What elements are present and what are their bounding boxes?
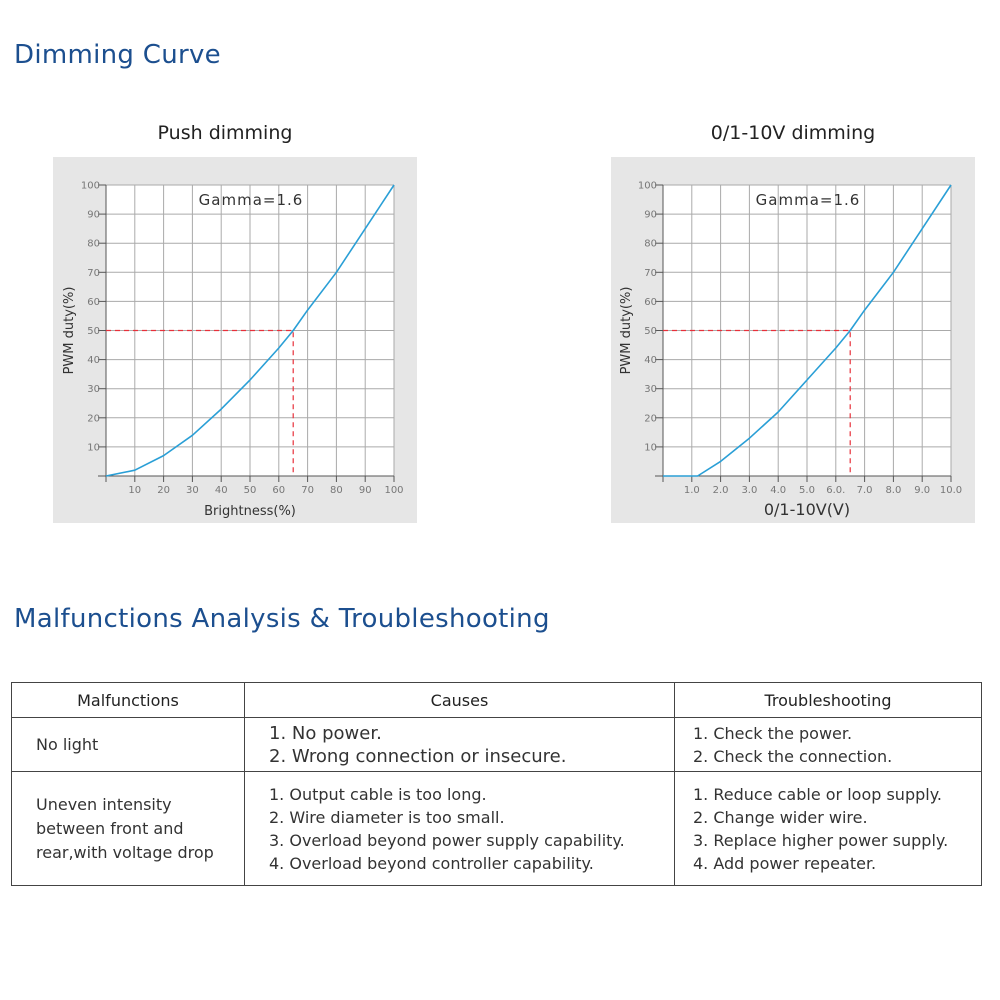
y-tick-label: 30 [87, 384, 100, 395]
fixes-cell: 1. Check the power. 2. Check the connecti… [674, 717, 982, 772]
dimming-curve-heading: Dimming Curve [14, 40, 221, 70]
x-tick-label: 90 [359, 485, 372, 496]
causes-cell: 1. Output cable is too long. 2. Wire diam… [244, 771, 675, 886]
malfunction-cell: No light [11, 717, 245, 772]
fix-line: 4. Add power repeater. [693, 853, 877, 873]
x-tick-label: 7.0 [857, 485, 873, 496]
y-tick-label: 100 [638, 181, 657, 192]
header-causes: Causes [244, 682, 675, 718]
malfunction-line: No light [36, 734, 99, 754]
y-tick-label: 20 [87, 413, 100, 424]
x-tick-label: 2.0 [713, 485, 729, 496]
malfunction-line: rear,with voltage drop [36, 842, 214, 862]
y-tick-label: 40 [87, 355, 100, 366]
y-tick-label: 70 [644, 268, 657, 279]
causes-cell: 1. No power. 2. Wrong connection or insec… [244, 717, 675, 772]
cause-line: 4. Overload beyond controller capability… [269, 853, 594, 873]
fix-line: 2. Change wider wire. [693, 807, 868, 827]
x-tick-label: 60 [272, 485, 285, 496]
x-tick-label: 70 [301, 485, 314, 496]
fixes-cell: 1. Reduce cable or loop supply. 2. Change… [674, 771, 982, 886]
y-tick-label: 50 [87, 326, 100, 337]
y-axis-label: PWM duty(%) [619, 287, 634, 375]
y-tick-label: 90 [644, 210, 657, 221]
y-tick-label: 10 [644, 442, 657, 453]
curve-line [105, 184, 395, 477]
cause-line: 1. No power. [269, 722, 382, 744]
push-dimming-chart: 10 10 20 20 30 30 40 40 50 50 60 60 70 70 80 80 90 90 100 1… [53, 157, 417, 523]
cause-line: 3. Overload beyond power supply capabili… [269, 830, 625, 850]
header-troubleshooting: Troubleshooting [674, 682, 982, 718]
y-tick-label: 40 [644, 355, 657, 366]
x-tick-label: 10 [128, 485, 141, 496]
voltage-dimming-svg: 1.0 10 2.0 20 3.0 30 4.0 40 5.0 50 6.0. 60 7.0 70 8.0 8… [619, 181, 962, 520]
table-row: Uneven intensity between front and rear,wi… [11, 771, 982, 886]
fix-line: 2. Check the connection. [693, 746, 893, 766]
y-tick-label: 60 [87, 297, 100, 308]
x-tick-label: 1.0 [684, 485, 700, 496]
y-tick-label: 90 [87, 210, 100, 221]
x-tick-label: 9.0 [914, 485, 930, 496]
x-tick-label: 50 [244, 485, 257, 496]
fix-line: 1. Reduce cable or loop supply. [693, 784, 942, 804]
fix-line: 3. Replace higher power supply. [693, 830, 949, 850]
x-tick-label: 8.0 [885, 485, 901, 496]
x-tick-label: 30 [186, 485, 199, 496]
y-tick-label: 80 [644, 239, 657, 250]
y-tick-label: 10 [87, 442, 100, 453]
x-tick-label: 80 [330, 485, 343, 496]
troubleshooting-table: Malfunctions Causes Troubleshooting No l… [11, 682, 982, 886]
x-tick-label: 20 [157, 485, 170, 496]
cause-line: 2. Wrong connection or insecure. [269, 745, 567, 767]
voltage-dimming-chart: 1.0 10 2.0 20 3.0 30 4.0 40 5.0 50 6.0. 60 7.0 70 8.0 8… [611, 157, 975, 523]
y-tick-label: 60 [644, 297, 657, 308]
table-row: No light 1. No power. 2. Wrong connection… [11, 717, 982, 772]
y-tick-label: 30 [644, 384, 657, 395]
gamma-annotation: Gamma=1.6 [756, 191, 861, 209]
x-tick-label: 3.0 [741, 485, 757, 496]
malfunction-line: between front and [36, 818, 184, 838]
y-tick-label: 100 [81, 181, 100, 192]
y-tick-label: 50 [644, 326, 657, 337]
x-tick-label: 10.0 [940, 485, 962, 496]
x-axis-label: Brightness(%) [204, 504, 296, 519]
x-tick-label: 40 [215, 485, 228, 496]
x-tick-label: 6.0. [826, 485, 845, 496]
y-tick-label: 20 [644, 413, 657, 424]
x-tick-label: 5.0 [799, 485, 815, 496]
cause-line: 2. Wire diameter is too small. [269, 807, 505, 827]
table-header-row: Malfunctions Causes Troubleshooting [11, 682, 982, 718]
x-tick-label: 4.0 [770, 485, 786, 496]
y-tick-label: 70 [87, 268, 100, 279]
y-axis-label: PWM duty(%) [62, 287, 77, 375]
malfunction-line: Uneven intensity [36, 794, 172, 814]
voltage-dimming-title: 0/1-10V dimming [710, 122, 876, 144]
header-malfunctions: Malfunctions [11, 682, 245, 718]
push-dimming-title: Push dimming [157, 122, 293, 144]
push-dimming-svg: 10 10 20 20 30 30 40 40 50 50 60 60 70 70 80 80 90 90 100 1… [62, 181, 404, 520]
curve-line [663, 184, 952, 477]
malfunction-cell: Uneven intensity between front and rear,wi… [11, 771, 245, 886]
x-axis-label: 0/1-10V(V) [764, 500, 850, 519]
x-tick-label: 100 [384, 485, 403, 496]
fix-line: 1. Check the power. [693, 723, 853, 743]
troubleshooting-heading: Malfunctions Analysis & Troubleshooting [14, 604, 550, 634]
cause-line: 1. Output cable is too long. [269, 784, 487, 804]
gamma-annotation: Gamma=1.6 [199, 191, 304, 209]
y-tick-label: 80 [87, 239, 100, 250]
